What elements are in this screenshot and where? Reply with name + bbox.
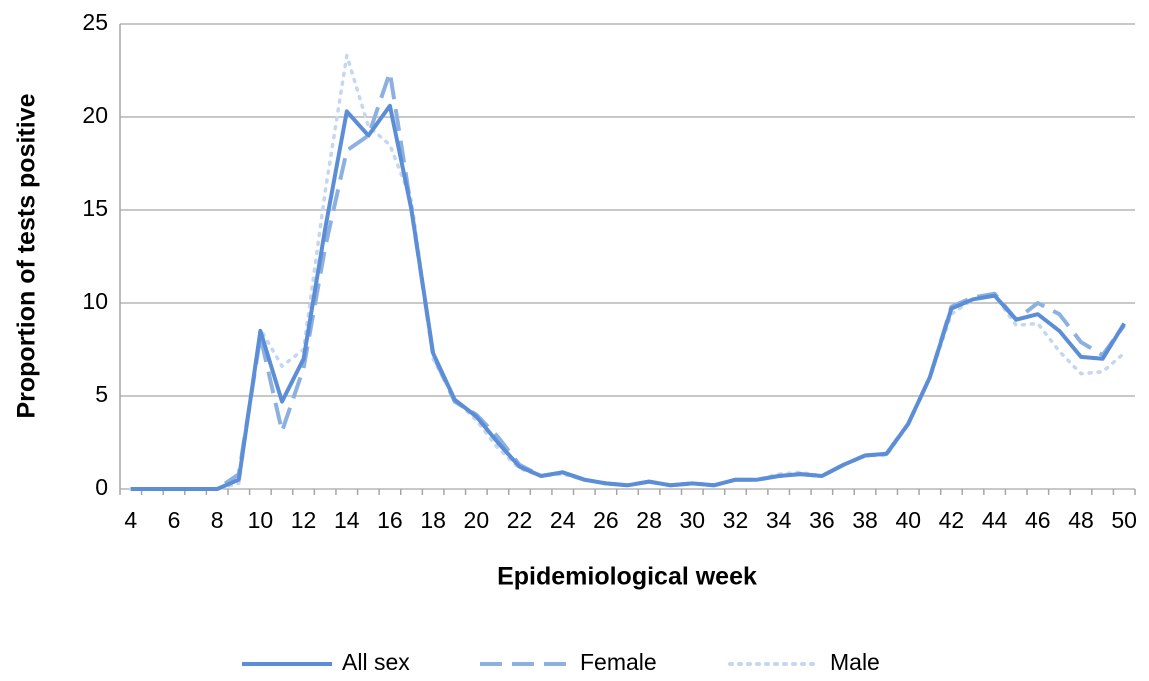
x-tick-label: 38 — [852, 507, 878, 533]
x-axis-title: Epidemiological week — [497, 563, 757, 591]
y-tick-label: 0 — [95, 474, 108, 500]
y-tick-label: 5 — [95, 381, 108, 407]
line-female — [130, 70, 1126, 491]
y-tick-label: 25 — [82, 9, 108, 35]
y-tick-label: 20 — [82, 102, 108, 128]
x-tick-label: 32 — [723, 507, 749, 533]
x-tick-label: 24 — [550, 507, 576, 533]
legend-label: Female — [580, 649, 657, 675]
x-tick-label: 48 — [1068, 507, 1094, 533]
legend-label: All sex — [342, 649, 410, 675]
y-tick-label: 15 — [82, 195, 108, 221]
x-tick-label: 34 — [766, 507, 792, 533]
x-tick-label: 10 — [248, 507, 274, 533]
x-tick-label: 8 — [211, 507, 224, 533]
y-tick-label: 10 — [82, 288, 108, 314]
x-tick-label: 26 — [593, 507, 619, 533]
legend-label: Male — [830, 649, 880, 675]
x-tick-label: 12 — [291, 507, 317, 533]
x-tick-label: 28 — [636, 507, 662, 533]
y-axis-title: Proportion of tests positive — [13, 93, 41, 418]
x-tick-label: 42 — [939, 507, 965, 533]
line-all-sex — [130, 103, 1126, 491]
x-tick-label: 40 — [895, 507, 921, 533]
x-tick-label: 20 — [464, 507, 490, 533]
x-tick-label: 44 — [982, 507, 1008, 533]
x-tick-label: 6 — [168, 507, 181, 533]
x-tick-label: 14 — [334, 507, 360, 533]
x-tick-label: 22 — [507, 507, 533, 533]
x-tick-label: 46 — [1025, 507, 1051, 533]
x-tick-label: 4 — [124, 507, 137, 533]
x-tick-label: 30 — [679, 507, 705, 533]
x-tick-label: 50 — [1111, 507, 1137, 533]
x-tick-label: 16 — [377, 507, 403, 533]
x-tick-label: 18 — [420, 507, 446, 533]
x-tick-label: 36 — [809, 507, 835, 533]
